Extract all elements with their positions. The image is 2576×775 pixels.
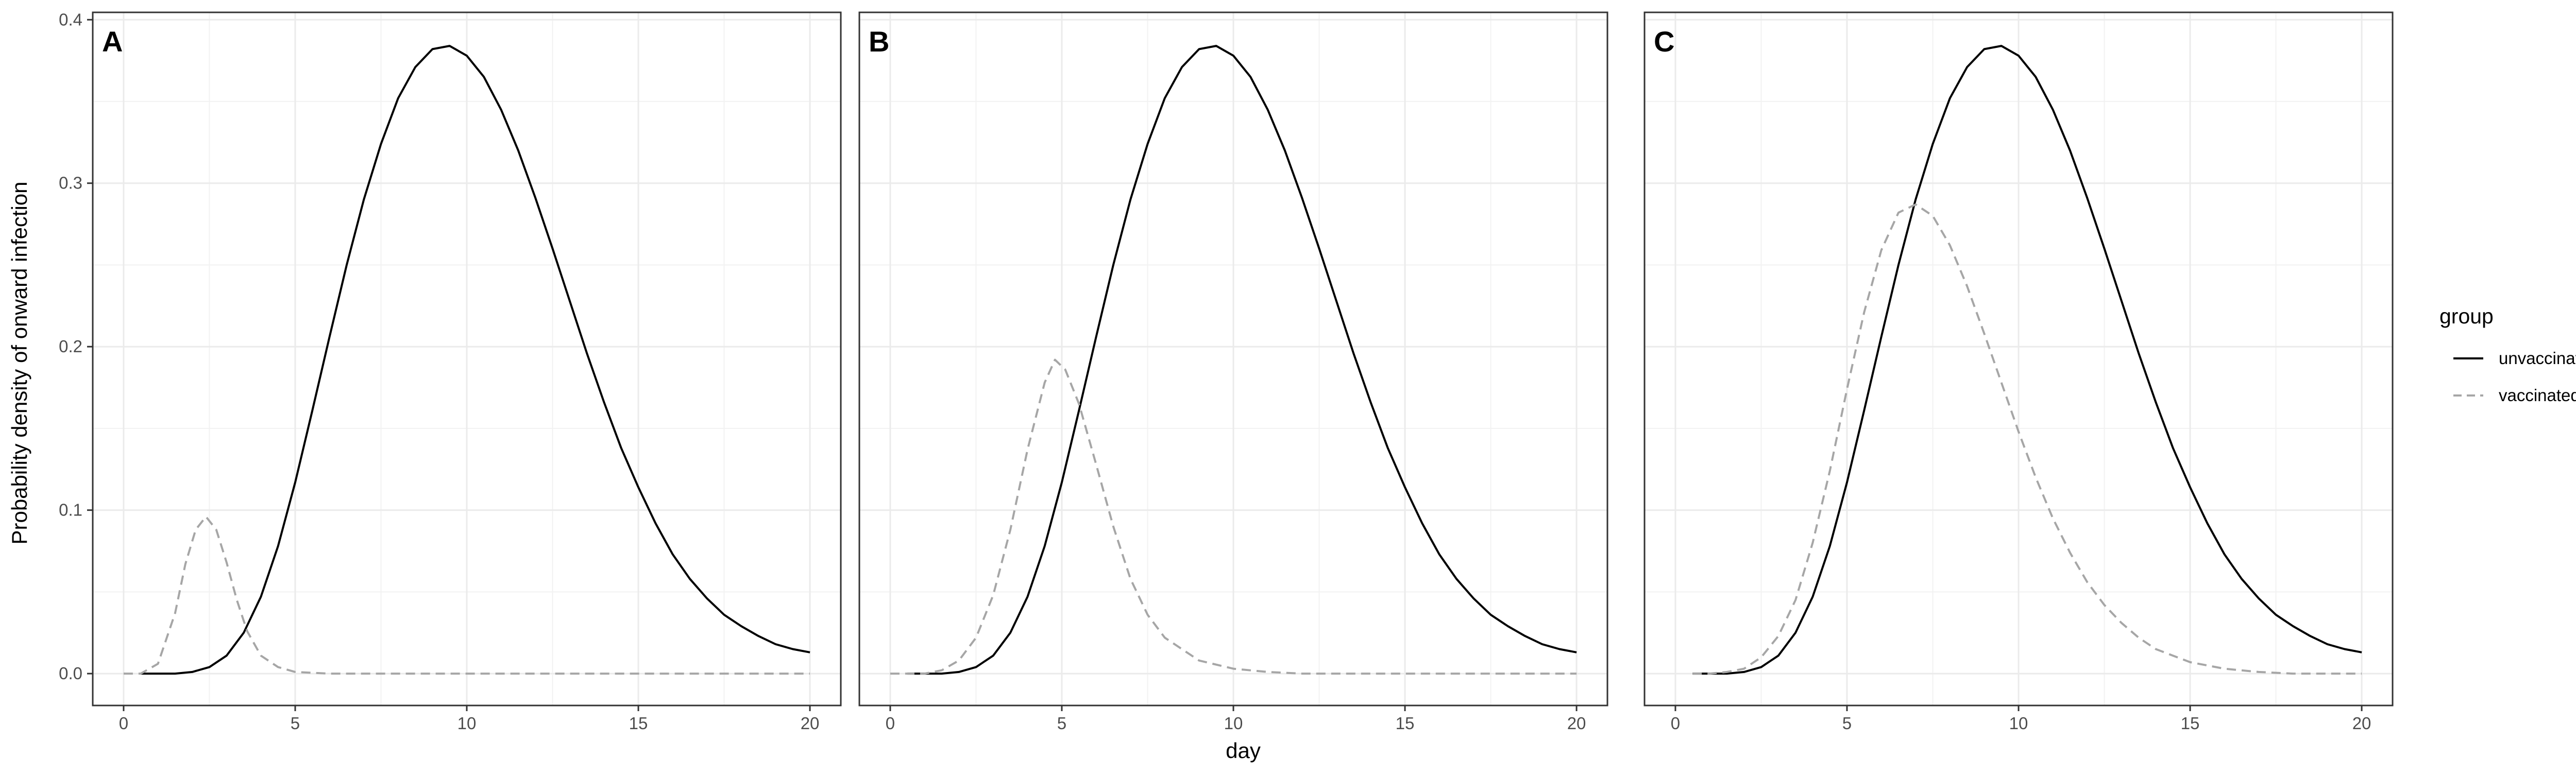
x-tick-label: 0 <box>1671 714 1680 733</box>
series-line-vaccinated <box>890 358 1577 675</box>
panel-tag-c: C <box>1654 25 1674 58</box>
panel-c: 0 5 10 15 20 C <box>1643 11 2394 733</box>
x-tick-label: 15 <box>1396 714 1415 733</box>
x-tick-label: 5 <box>1842 714 1852 733</box>
legend: group unvaccinated vaccinated <box>2439 304 2576 405</box>
series-line-unvaccinated <box>141 45 810 675</box>
x-tick-label: 0 <box>886 714 895 733</box>
series-line-vaccinated <box>123 515 810 675</box>
x-tick-label: 20 <box>2352 714 2371 733</box>
panel-tag-b: B <box>869 25 889 58</box>
x-tick-label: 20 <box>801 714 820 733</box>
y-tick-label: 0.1 <box>59 501 82 520</box>
x-tick-label: 10 <box>457 714 477 733</box>
legend-label-vaccinated: vaccinated <box>2499 386 2576 405</box>
panel-b: 0 5 10 15 20 B <box>858 11 1608 733</box>
series-line-unvaccinated <box>907 45 1577 675</box>
y-tick-label: 0.4 <box>59 10 82 29</box>
x-tick-label: 15 <box>629 714 648 733</box>
x-tick-label: 5 <box>291 714 300 733</box>
x-axis-title: day <box>1226 738 1261 763</box>
y-axis-title: Probability density of onward infection <box>7 181 31 544</box>
series-line-vaccinated <box>1692 203 2362 675</box>
panels: 0 5 10 15 20 0.0 0.1 0.2 0.3 0.4 A 0 5 10 15 20 B 0 5 10 15 2… <box>59 10 2394 733</box>
series-line-unvaccinated <box>1692 45 2362 675</box>
x-tick-label: 10 <box>1224 714 1243 733</box>
y-tick-label: 0.3 <box>59 174 82 193</box>
legend-title: group <box>2439 304 2494 328</box>
x-tick-label: 10 <box>2009 714 2028 733</box>
x-tick-label: 20 <box>1567 714 1586 733</box>
y-tick-label: 0.2 <box>59 337 82 356</box>
legend-label-unvaccinated: unvaccinated <box>2499 349 2576 368</box>
x-tick-label: 15 <box>2181 714 2200 733</box>
panel-tag-a: A <box>102 25 123 58</box>
panel-a: 0 5 10 15 20 0.0 0.1 0.2 0.3 0.4 A <box>59 10 842 733</box>
x-tick-label: 5 <box>1057 714 1066 733</box>
x-tick-label: 0 <box>119 714 128 733</box>
y-tick-label: 0.0 <box>59 664 82 683</box>
